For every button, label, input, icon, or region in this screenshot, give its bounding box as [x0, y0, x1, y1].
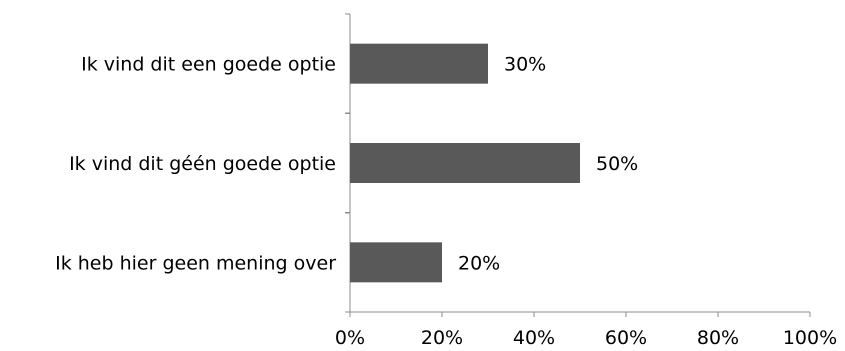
y-axis	[345, 13, 351, 313]
x-tick-label: 40%	[513, 327, 555, 349]
category-labels: Ik vind dit een goede optie Ik vind dit g…	[55, 54, 336, 275]
x-axis	[349, 311, 811, 317]
x-tick-label: 60%	[605, 327, 647, 349]
data-label: 30%	[504, 54, 546, 76]
x-tick-label: 80%	[697, 327, 739, 349]
bar	[350, 143, 580, 183]
x-tick-label: 20%	[421, 327, 463, 349]
data-labels: 30% 50% 20%	[458, 54, 638, 275]
bar	[350, 242, 442, 283]
bar	[350, 43, 488, 84]
category-label: Ik vind dit een goede optie	[81, 54, 336, 76]
data-label: 50%	[596, 153, 638, 175]
data-label: 20%	[458, 252, 500, 274]
category-label: Ik heb hier geen mening over	[55, 252, 336, 274]
x-tick-label: 0%	[335, 327, 365, 349]
x-tick-label: 100%	[783, 327, 837, 349]
x-tick-labels: 0% 20% 40% 60% 80% 100%	[335, 327, 837, 349]
category-label: Ik vind dit géén goede optie	[69, 153, 336, 175]
bar-series	[350, 43, 580, 283]
